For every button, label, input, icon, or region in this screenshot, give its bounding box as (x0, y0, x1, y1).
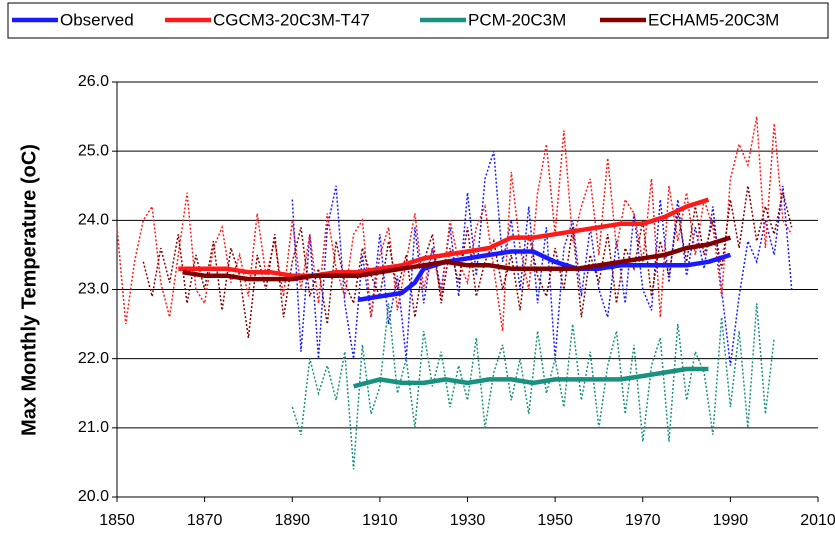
x-tick-label: 1970 (625, 512, 661, 529)
legend-label: Observed (60, 10, 134, 29)
smooth-line (178, 197, 710, 278)
y-tick-label: 20.0 (78, 488, 109, 505)
legend-label: CGCM3-20C3M-T47 (213, 10, 370, 29)
y-axis-title: Max Monthly Temperature (oC) (18, 144, 40, 436)
legend-box (7, 2, 829, 39)
x-tick-label: 1990 (713, 512, 749, 529)
y-tick-label: 22.0 (78, 350, 109, 367)
smooth-line (182, 235, 732, 282)
x-tick-label: 1850 (99, 512, 135, 529)
x-tick-label: 2010 (800, 512, 835, 529)
x-tick-label: 1870 (187, 512, 223, 529)
smooth-line (353, 366, 709, 389)
y-tick-label: 24.0 (78, 212, 109, 229)
raw-line (142, 185, 793, 339)
legend-label: ECHAM5-20C3M (648, 10, 779, 29)
legend-label: PCM-20C3M (468, 10, 566, 29)
y-tick-label: 23.0 (78, 281, 109, 298)
x-tick-label: 1890 (274, 512, 310, 529)
y-tick-label: 26.0 (78, 73, 109, 90)
smooth-line (357, 249, 732, 303)
y-tick-label: 21.0 (78, 419, 109, 436)
raw-line (291, 303, 775, 470)
x-tick-label: 1930 (450, 512, 486, 529)
raw-line (291, 150, 793, 366)
y-tick-label: 25.0 (78, 142, 109, 159)
x-tick-label: 1950 (537, 512, 573, 529)
x-tick-label: 1910 (362, 512, 398, 529)
raw-line (116, 116, 793, 332)
